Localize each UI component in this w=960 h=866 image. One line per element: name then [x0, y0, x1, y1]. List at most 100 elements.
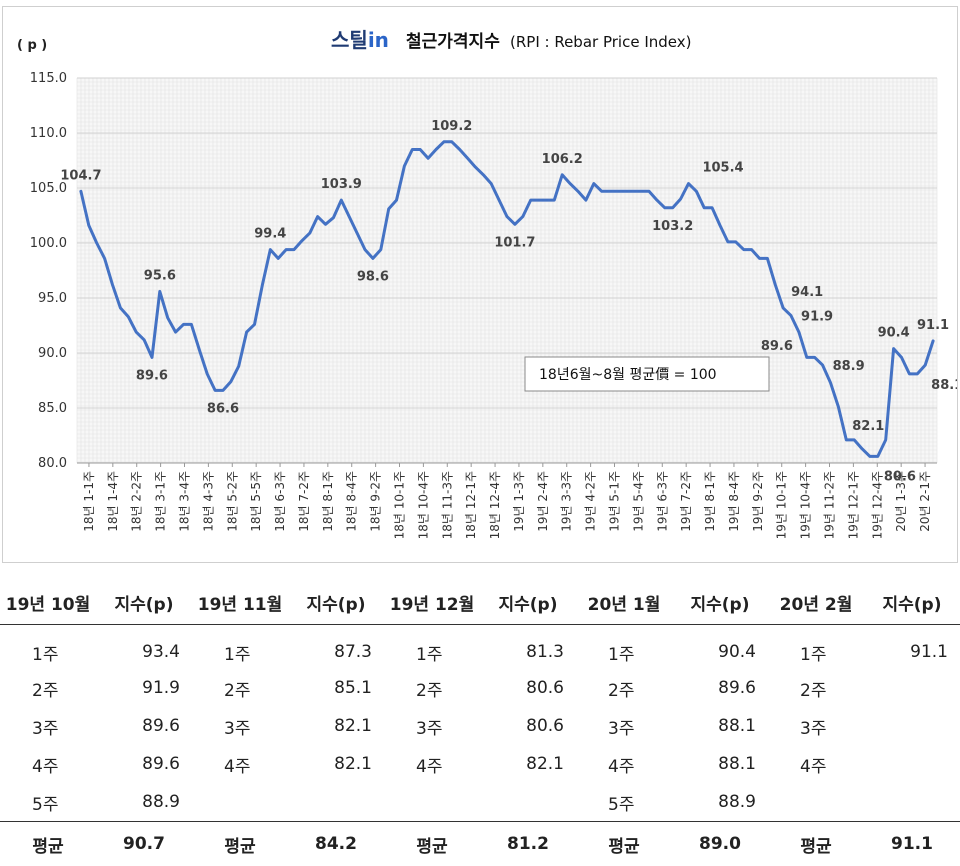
- month-header: 20년 1월: [576, 580, 672, 625]
- index-column-header: 지수(p): [288, 580, 384, 625]
- average-value: 91.1: [864, 822, 960, 866]
- week-label: 3주: [576, 707, 672, 745]
- x-tick-label: 18년 10-4주: [416, 471, 430, 539]
- data-label: 109.2: [431, 119, 472, 134]
- note-text: 18년6월~8월 평균價 = 100: [539, 366, 717, 383]
- data-label: 91.9: [801, 310, 833, 325]
- x-tick-label: 19년 5-1주: [608, 471, 622, 532]
- index-column-header: 지수(p): [96, 580, 192, 625]
- average-label: 평균: [0, 822, 96, 866]
- week-label: 1주: [0, 625, 96, 670]
- week-index-value: 89.6: [672, 669, 768, 707]
- data-label: 103.9: [321, 177, 362, 192]
- index-column-header: 지수(p): [672, 580, 768, 625]
- month-header: 19년 11월: [192, 580, 288, 625]
- x-tick-label: 18년 8-1주: [321, 471, 335, 532]
- week-index-value: [480, 783, 576, 822]
- week-index-value: [864, 745, 960, 783]
- week-label: 2주: [768, 669, 864, 707]
- title-logo: 스틸in: [331, 28, 389, 52]
- week-label: 2주: [384, 669, 480, 707]
- x-tick-label: 19년 9-2주: [751, 471, 765, 532]
- average-label: 평균: [384, 822, 480, 866]
- week-label: [192, 783, 288, 822]
- x-tick-label: 18년 7-2주: [297, 471, 311, 532]
- data-label: 90.4: [878, 326, 910, 341]
- x-tick-label: 18년 1-4주: [106, 471, 120, 532]
- index-column-header: 지수(p): [480, 580, 576, 625]
- x-tick-label: 19년 10-1주: [775, 471, 789, 539]
- week-label: 4주: [0, 745, 96, 783]
- data-label: 95.6: [144, 268, 176, 283]
- week-label: 2주: [576, 669, 672, 707]
- x-tick-label: 18년 5-2주: [225, 471, 239, 532]
- data-label: 86.6: [207, 401, 239, 416]
- x-tick-label: 18년 3-1주: [154, 471, 168, 532]
- x-tick-label: 19년 3-3주: [560, 471, 574, 532]
- week-label: 3주: [192, 707, 288, 745]
- week-index-value: [864, 707, 960, 745]
- y-tick-label: 85.0: [38, 401, 67, 416]
- week-label: 4주: [768, 745, 864, 783]
- week-index-value: [288, 783, 384, 822]
- x-tick-label: 19년 8-4주: [727, 471, 741, 532]
- x-tick-label: 19년 2-4주: [536, 471, 550, 532]
- week-index-value: [864, 783, 960, 822]
- week-label: 1주: [768, 625, 864, 670]
- week-label: 1주: [384, 625, 480, 670]
- chart-title: 스틸in 철근가격지수 (RPI : Rebar Price Index): [331, 28, 691, 52]
- y-tick-label: 95.0: [38, 291, 67, 306]
- data-label: 88.9: [833, 359, 865, 374]
- x-tick-label: 19년 7-2주: [679, 471, 693, 532]
- x-tick-label: 19년 12-1주: [846, 471, 860, 539]
- week-index-value: 80.6: [480, 707, 576, 745]
- x-tick-label: 18년 4-3주: [201, 471, 215, 532]
- data-label: 82.1: [852, 419, 884, 434]
- y-tick-label: 115.0: [30, 71, 67, 86]
- data-label: 106.2: [542, 152, 583, 167]
- data-label: 89.6: [136, 368, 168, 383]
- y-tick-label: 110.0: [30, 126, 67, 141]
- x-tick-label: 19년 11-2주: [823, 471, 837, 539]
- week-index-value: 87.3: [288, 625, 384, 670]
- x-tick-label: 19년 8-1주: [703, 471, 717, 532]
- data-label: 88.1: [931, 378, 957, 393]
- week-index-value: 88.9: [672, 783, 768, 822]
- week-label: 4주: [192, 745, 288, 783]
- week-index-value: 89.6: [96, 707, 192, 745]
- week-label: 4주: [384, 745, 480, 783]
- week-label: [384, 783, 480, 822]
- average-label: 평균: [768, 822, 864, 866]
- average-value: 90.7: [96, 822, 192, 866]
- x-tick-label: 18년 10-1주: [393, 471, 407, 539]
- week-label: 1주: [576, 625, 672, 670]
- week-index-value: [864, 669, 960, 707]
- data-label: 105.4: [702, 161, 743, 176]
- x-tick-label: 18년 12-4주: [488, 471, 502, 539]
- week-index-value: 82.1: [480, 745, 576, 783]
- data-label: 99.4: [254, 227, 286, 242]
- x-tick-label: 19년 4-2주: [584, 471, 598, 532]
- x-tick-label: 18년 8-4주: [345, 471, 359, 532]
- x-tick-label: 18년 11-3주: [440, 471, 454, 539]
- average-label: 평균: [576, 822, 672, 866]
- x-tick-label: 19년 5-4주: [631, 471, 645, 532]
- x-tick-label: 19년 6-3주: [655, 471, 669, 532]
- x-tick-label: 18년 9-2주: [369, 471, 383, 532]
- x-tick-label: 18년 12-1주: [464, 471, 478, 539]
- data-label: 80.6: [884, 469, 916, 484]
- week-index-value: 81.3: [480, 625, 576, 670]
- week-label: 5주: [0, 783, 96, 822]
- month-header: 19년 12월: [384, 580, 480, 625]
- data-label: 104.7: [60, 168, 101, 183]
- week-label: 3주: [0, 707, 96, 745]
- week-index-value: 89.6: [96, 745, 192, 783]
- x-tick-label: 19년 12-4주: [870, 471, 884, 539]
- data-label: 89.6: [761, 339, 793, 354]
